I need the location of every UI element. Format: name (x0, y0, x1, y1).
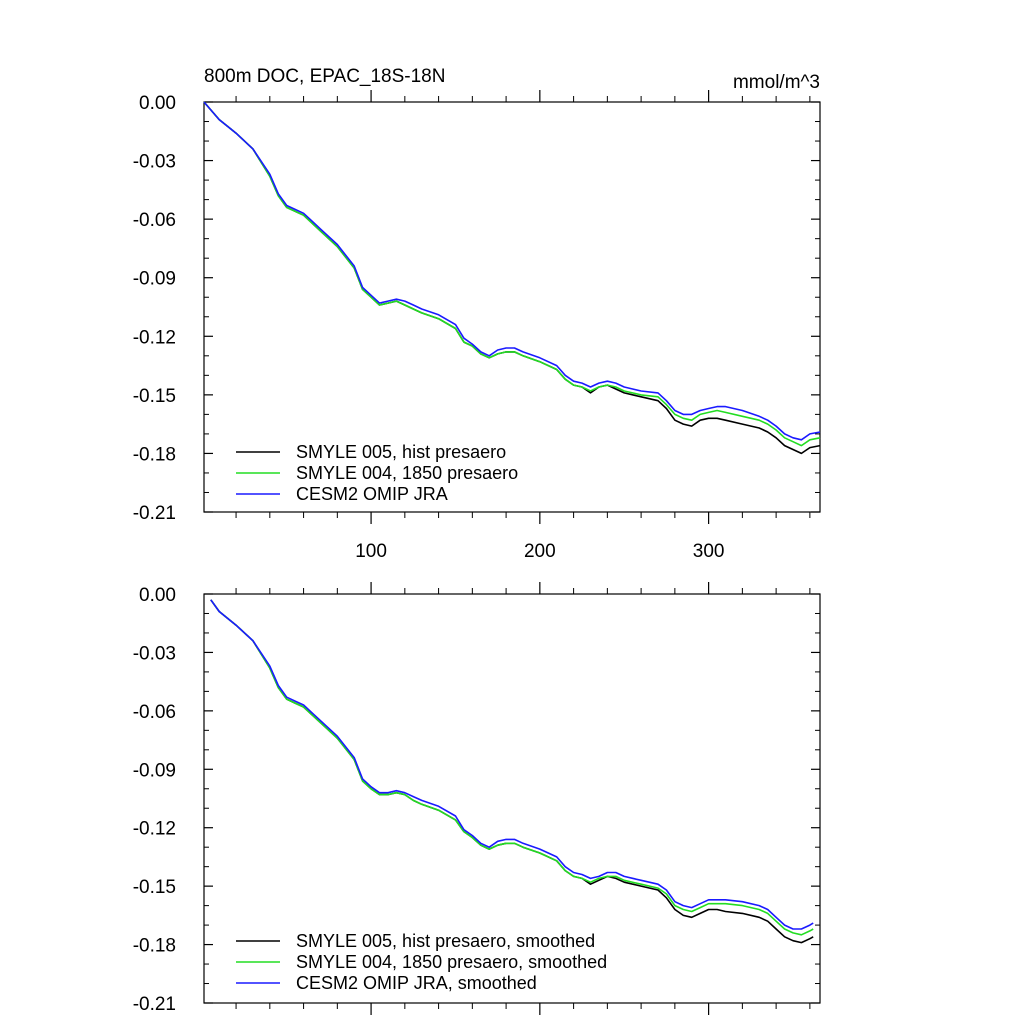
y-tick-label: 0.00 (139, 93, 176, 114)
series-line (210, 599, 814, 936)
y-tick-label: -0.06 (133, 210, 176, 231)
legend-label: CESM2 OMIP JRA (296, 484, 448, 504)
legend-label: SMYLE 004, 1850 presaero, smoothed (296, 952, 607, 972)
y-tick-label: -0.15 (133, 877, 176, 898)
y-tick-label: -0.03 (133, 643, 176, 664)
legend-label: SMYLE 005, hist presaero, smoothed (296, 931, 595, 951)
units-label: mmol/m^3 (733, 72, 820, 93)
chart-title: 800m DOC, EPAC_18S-18N (204, 66, 445, 87)
x-tick-label: 300 (693, 541, 725, 562)
y-tick-label: -0.03 (133, 152, 176, 173)
y-tick-label: -0.06 (133, 702, 176, 723)
bottom-panel: 0.00 -0.03 -0.06 -0.09 -0.12 -0.15 -0.18 -0.21 S… (133, 582, 821, 1015)
legend-label: SMYLE 004, 1850 presaero (296, 463, 518, 483)
y-tick-label: -0.12 (133, 327, 176, 348)
y-tick-label: -0.21 (133, 994, 176, 1015)
x-tick-label: 100 (355, 541, 387, 562)
top-panel: 0.00 -0.03 -0.06 -0.09 -0.12 -0.15 -0.18 -0.21 1… (133, 66, 821, 562)
y-tick-label: -0.18 (133, 444, 176, 465)
series-line (203, 101, 821, 447)
y-tick-label: -0.21 (133, 503, 176, 524)
legend-label: SMYLE 005, hist presaero (296, 442, 506, 462)
legend-label: CESM2 OMIP JRA, smoothed (296, 973, 537, 993)
series-line (210, 599, 814, 930)
plot-frame (203, 101, 821, 513)
y-tick-label: -0.15 (133, 386, 176, 407)
y-tick-label: -0.18 (133, 936, 176, 957)
y-tick-label: -0.09 (133, 269, 176, 290)
series-line (203, 101, 821, 455)
series-line (203, 101, 821, 441)
x-tick-label: 200 (524, 541, 556, 562)
y-tick-label: 0.00 (139, 585, 176, 606)
y-tick-label: -0.12 (133, 819, 176, 840)
plot-frame (203, 593, 821, 1004)
y-tick-label: -0.09 (133, 760, 176, 781)
series-line (210, 599, 814, 944)
